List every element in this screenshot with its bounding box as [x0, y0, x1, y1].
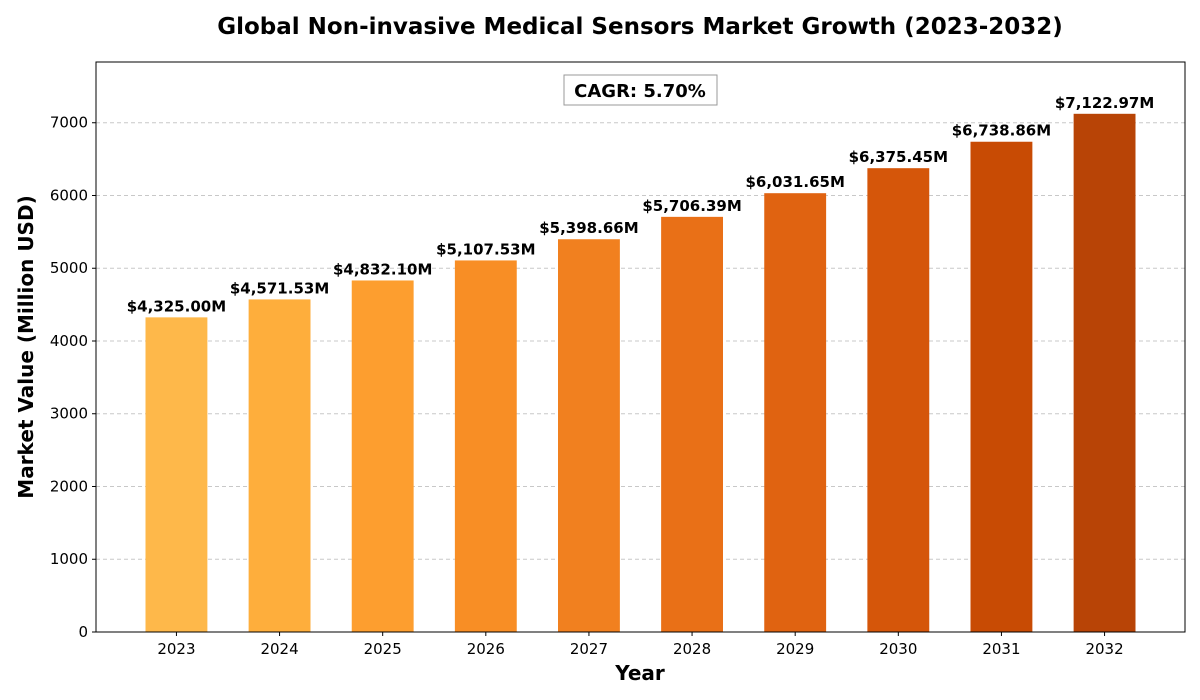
data-label: $5,706.39M [642, 197, 741, 215]
bar-2027 [558, 239, 620, 632]
data-label: $6,738.86M [952, 122, 1051, 140]
y-tick-label: 0 [78, 623, 88, 641]
x-tick-label: 2023 [157, 640, 195, 658]
cagr-box [563, 74, 718, 106]
y-tick-label: 3000 [50, 405, 88, 423]
x-tick-label: 2029 [776, 640, 814, 658]
x-tick-label: 2032 [1085, 640, 1123, 658]
data-label: $7,122.97M [1055, 94, 1154, 112]
x-tick-label: 2027 [570, 640, 608, 658]
y-tick-label: 2000 [50, 477, 88, 495]
bar-2024 [248, 299, 311, 632]
x-tick-label: 2025 [364, 640, 402, 658]
chart-title: Global Non-invasive Medical Sensors Mark… [217, 14, 1063, 40]
data-label: $6,031.65M [745, 173, 844, 191]
y-tick-label: 4000 [50, 332, 88, 350]
x-axis-label: Year [614, 661, 665, 685]
x-tick-label: 2031 [982, 640, 1020, 658]
data-label: $5,398.66M [539, 219, 638, 237]
data-label: $5,107.53M [436, 240, 535, 258]
bar-2030 [867, 168, 930, 632]
bar-2032 [1073, 113, 1136, 632]
x-tick-label: 2030 [879, 640, 917, 658]
bar-2028 [661, 216, 723, 632]
x-tick-label: 2024 [260, 640, 298, 658]
data-label: $4,832.10M [333, 260, 432, 278]
data-label: $4,325.00M [127, 297, 226, 315]
data-label: $6,375.45M [849, 148, 948, 166]
plot-frame [95, 61, 1186, 633]
bar-2026 [454, 260, 517, 632]
cagr-annotation: CAGR: 5.70% [574, 81, 706, 102]
x-tick-label: 2028 [673, 640, 711, 658]
bar-2023 [145, 317, 208, 632]
y-tick-label: 1000 [50, 550, 88, 568]
y-tick-label: 6000 [50, 186, 88, 204]
data-label: $4,571.53M [230, 279, 329, 297]
y-axis-label: Market Value (Million USD) [14, 195, 38, 498]
y-tick-label: 7000 [50, 114, 88, 132]
bar-2025 [351, 280, 414, 632]
bar-2031 [970, 141, 1033, 633]
y-tick-label: 5000 [50, 259, 88, 277]
bar-2029 [764, 193, 827, 632]
x-tick-label: 2026 [467, 640, 505, 658]
